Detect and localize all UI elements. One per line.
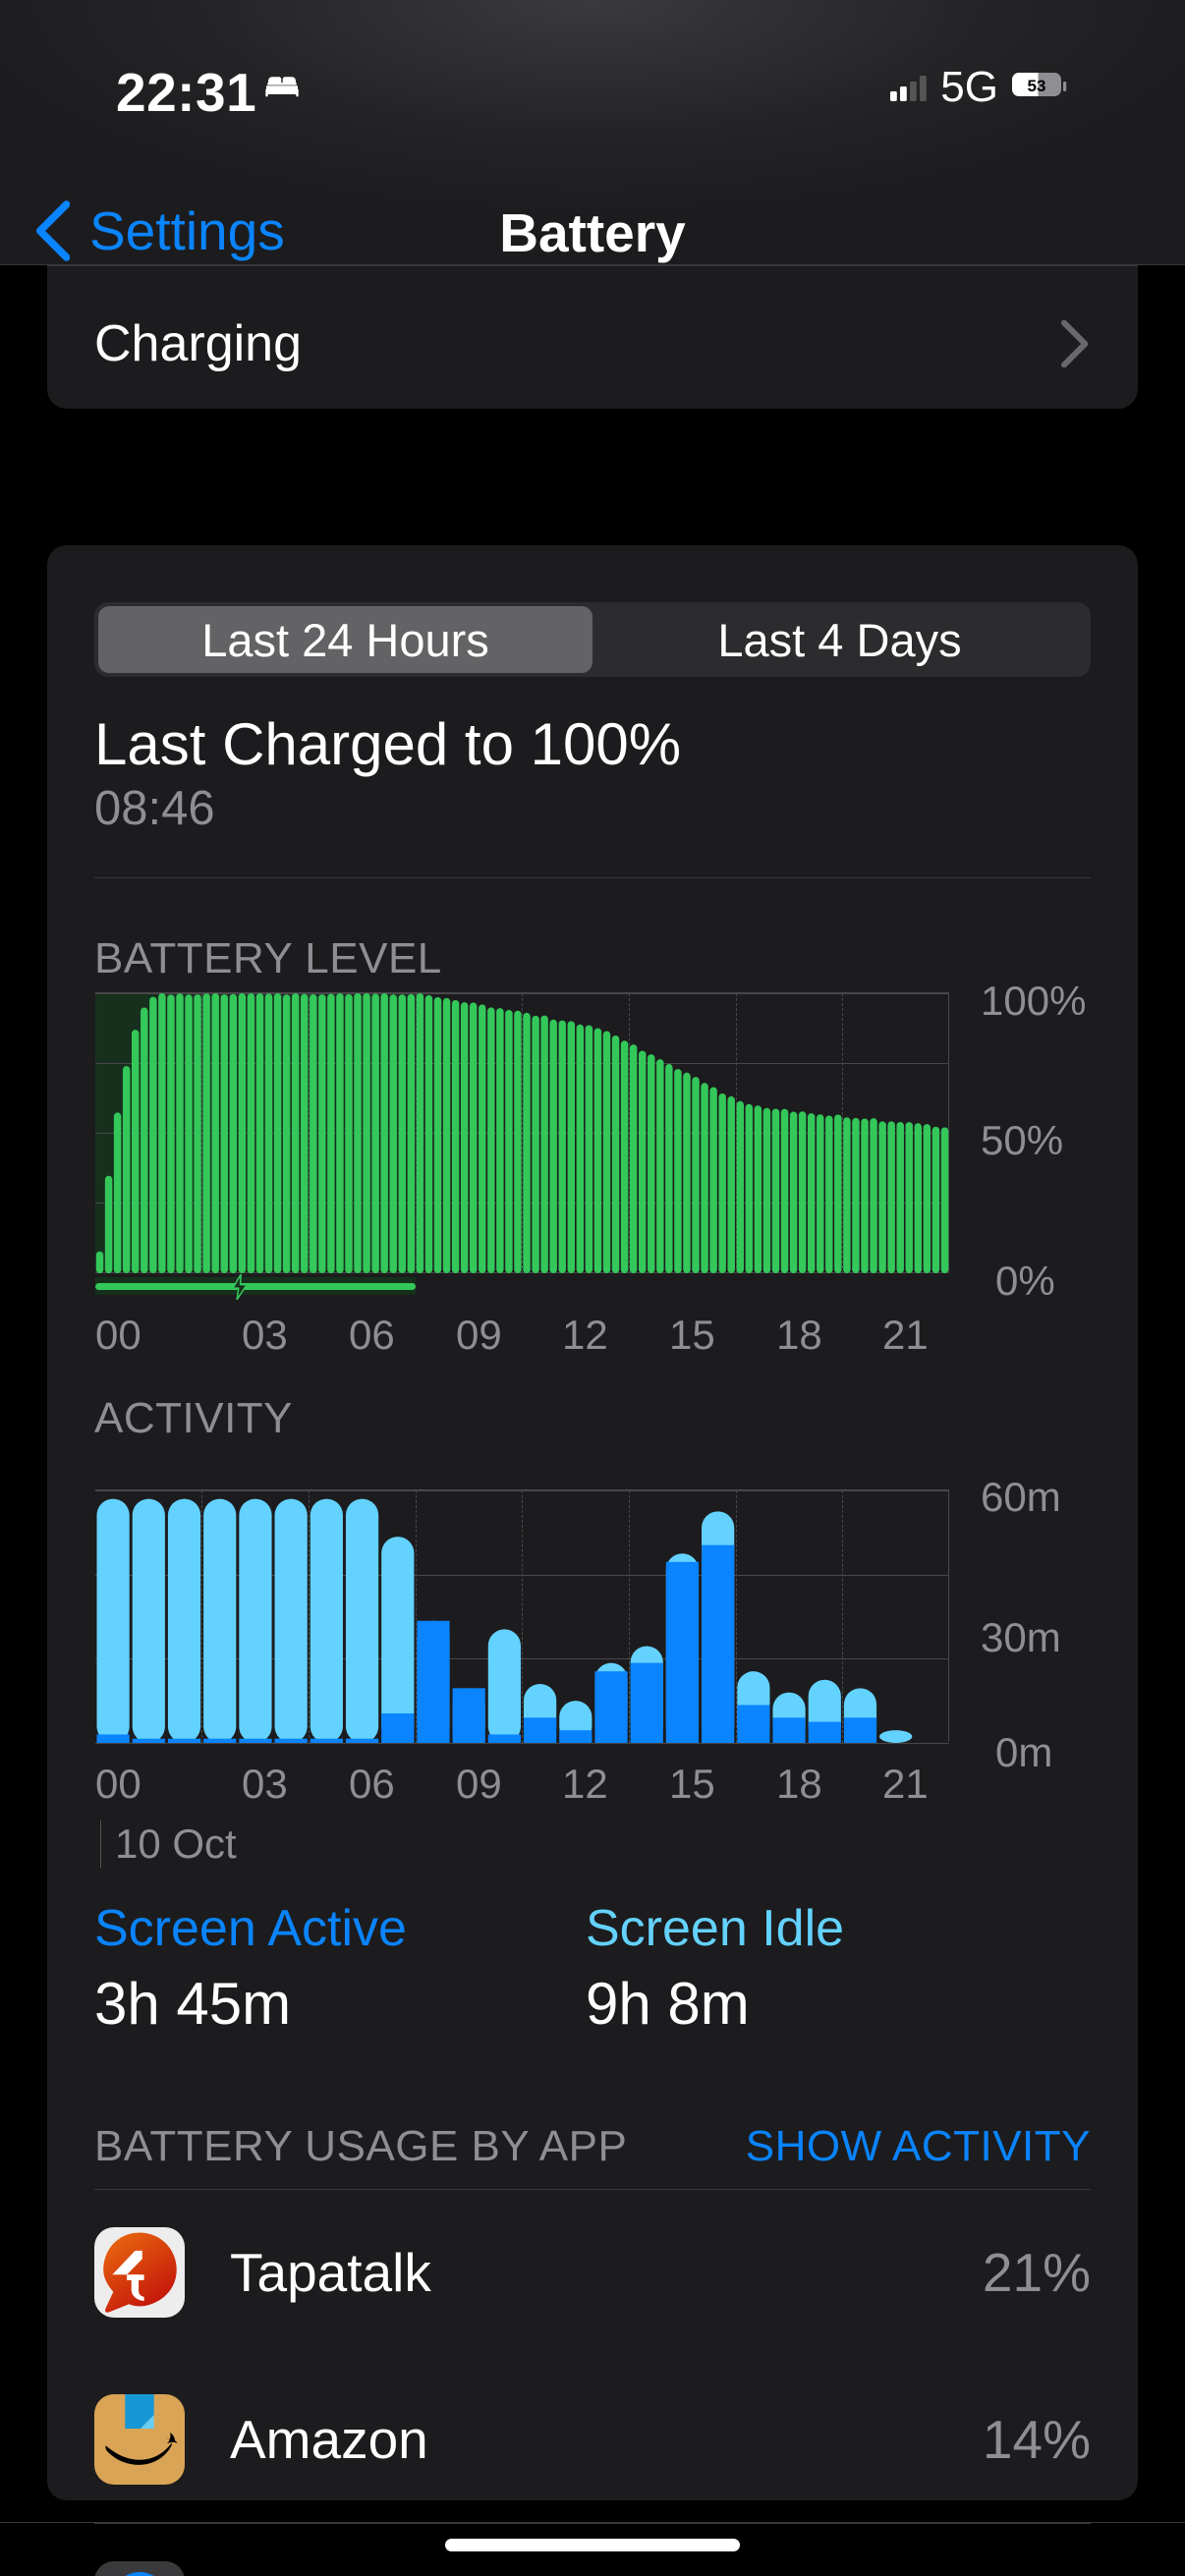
svg-text:53: 53 [1028, 77, 1046, 95]
